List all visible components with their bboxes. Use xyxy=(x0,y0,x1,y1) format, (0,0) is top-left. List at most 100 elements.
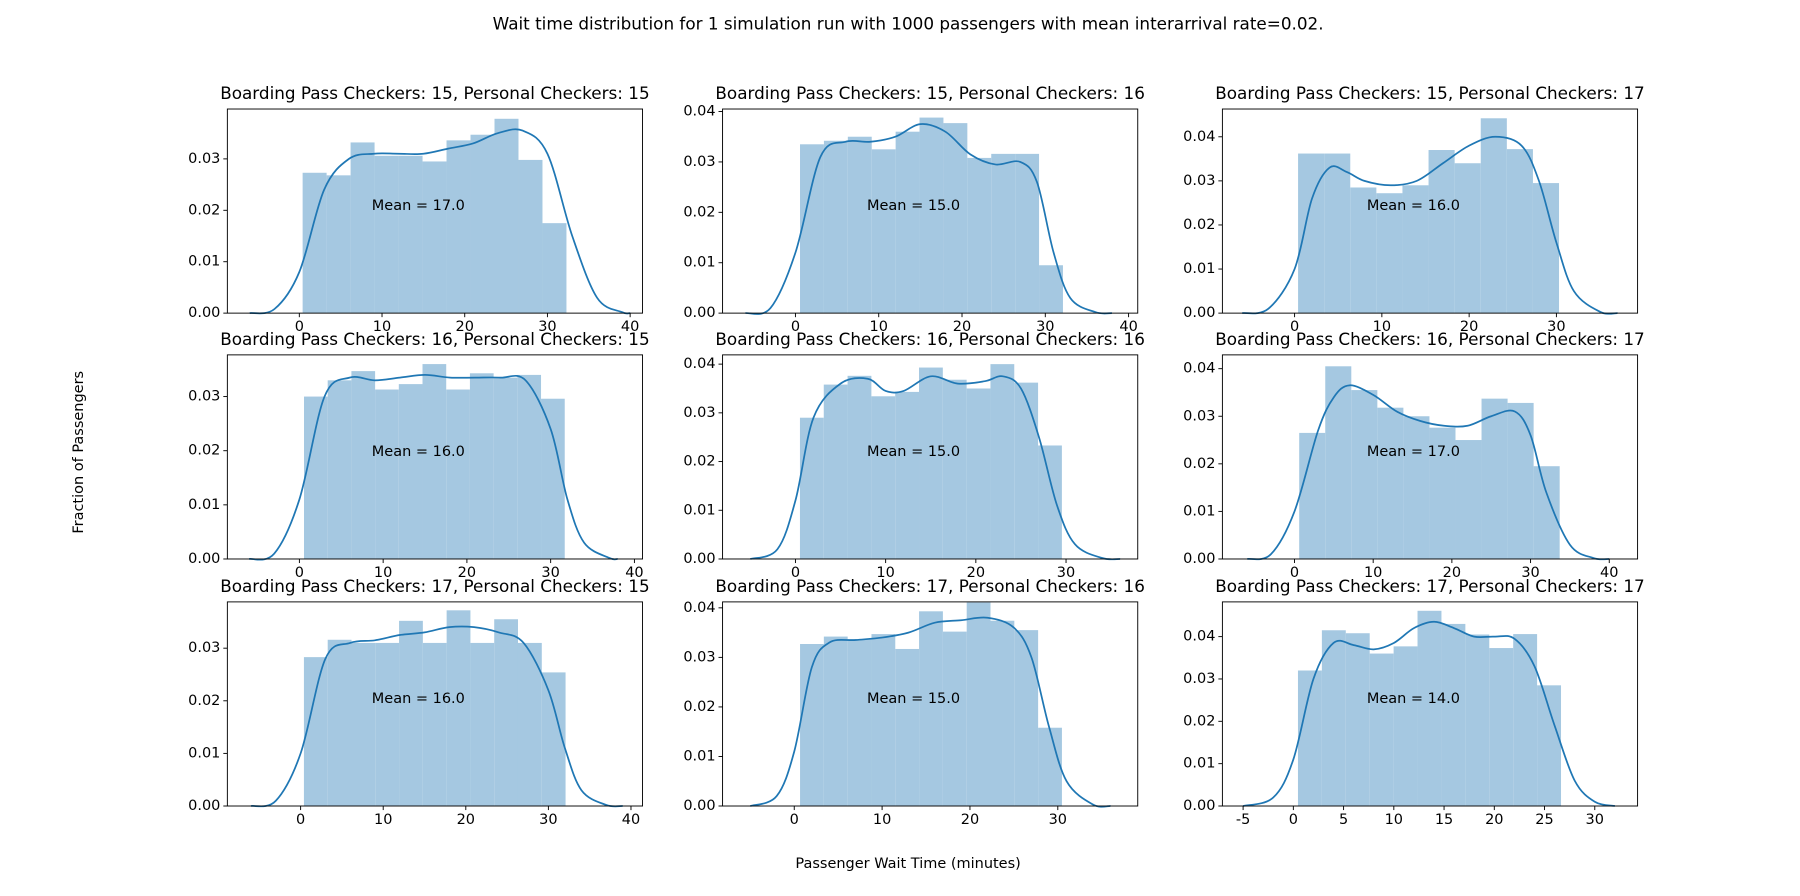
y-tick-label: 0.01 xyxy=(1183,261,1215,277)
y-tick-label: 0.00 xyxy=(1183,551,1215,567)
bar xyxy=(1015,153,1040,314)
x-tick-label: 40 xyxy=(1119,319,1137,335)
bar xyxy=(350,142,375,314)
annotation: Mean = 16.0 xyxy=(372,444,465,460)
subplot-title: Boarding Pass Checkers: 15, Personal Che… xyxy=(715,83,1144,103)
bar xyxy=(919,611,943,807)
bar xyxy=(422,161,447,314)
bar xyxy=(1417,610,1442,807)
y-tick-label: 0.02 xyxy=(1183,713,1215,729)
bar xyxy=(990,364,1015,559)
bar xyxy=(1454,163,1481,314)
x-tick-label: 20 xyxy=(961,812,979,828)
subplot-title: Boarding Pass Checkers: 16, Personal Che… xyxy=(220,329,649,349)
x-tick-label: 40 xyxy=(625,565,643,581)
bar xyxy=(446,389,470,559)
x-tick-label: 10 xyxy=(1364,565,1382,581)
bar xyxy=(1324,153,1351,314)
subplot-title: Boarding Pass Checkers: 15, Personal Che… xyxy=(220,83,649,103)
y-tick-label: 0.03 xyxy=(1183,671,1215,687)
x-tick-label: 25 xyxy=(1535,812,1553,828)
bar xyxy=(967,157,992,314)
y-tick-label: 0.02 xyxy=(188,693,220,709)
x-tick-label: 30 xyxy=(539,812,557,828)
bar xyxy=(493,377,518,559)
x-tick-label: 10 xyxy=(374,812,392,828)
bar xyxy=(470,642,495,807)
kde-line xyxy=(249,128,631,315)
figure-title: Wait time distribution for 1 simulation … xyxy=(493,13,1324,33)
x-tick-label: 30 xyxy=(1521,565,1539,581)
annotation: Mean = 15.0 xyxy=(867,444,960,460)
x-tick-label: 20 xyxy=(457,812,475,828)
y-tick-label: 0.01 xyxy=(1183,503,1215,519)
bar xyxy=(823,636,848,807)
x-tick-label: 20 xyxy=(458,565,476,581)
bar xyxy=(399,620,423,807)
bar xyxy=(446,140,471,314)
annotation: Mean = 17.0 xyxy=(1367,444,1460,460)
x-tick-label: 0 xyxy=(791,565,800,581)
bar xyxy=(1513,634,1538,807)
bar xyxy=(303,396,328,559)
y-tick-label: 0.04 xyxy=(1183,361,1215,377)
y-tick-label: 0.04 xyxy=(683,356,715,372)
annotation: Mean = 15.0 xyxy=(867,198,960,214)
bar xyxy=(517,374,542,559)
bar xyxy=(375,642,400,807)
kde-line xyxy=(1242,620,1616,807)
bar xyxy=(1377,407,1404,559)
bar xyxy=(800,644,824,807)
bar xyxy=(1393,646,1418,807)
x-tick-label: 10 xyxy=(373,319,391,335)
y-tick-label: 0.03 xyxy=(683,405,715,421)
bar xyxy=(1345,633,1370,807)
y-tick-label: 0.03 xyxy=(1183,408,1215,424)
y-tick-label: 0.04 xyxy=(1183,129,1215,145)
y-tick-label: 0.03 xyxy=(188,389,220,405)
y-tick-label: 0.02 xyxy=(1183,456,1215,472)
bar xyxy=(895,648,920,807)
bar xyxy=(517,642,542,807)
bar xyxy=(446,610,471,807)
bar xyxy=(422,642,447,807)
x-tick-label: 20 xyxy=(1460,319,1478,335)
x-tick-label: 20 xyxy=(1485,812,1503,828)
y-tick-label: 0.00 xyxy=(188,551,220,567)
x-tick-label: 40 xyxy=(622,812,640,828)
bar xyxy=(398,155,423,314)
x-tick-label: 0 xyxy=(1289,812,1298,828)
x-tick-label: 20 xyxy=(1443,565,1461,581)
y-tick-label: 0.00 xyxy=(188,798,220,814)
bar xyxy=(1481,398,1508,559)
bar xyxy=(942,379,967,559)
y-tick-label: 0.03 xyxy=(1183,173,1215,189)
y-tick-label: 0.01 xyxy=(683,748,715,764)
bar xyxy=(871,149,896,314)
y-tick-label: 0.04 xyxy=(683,600,715,616)
bar xyxy=(1351,390,1378,559)
bar xyxy=(1403,416,1430,559)
y-tick-label: 0.00 xyxy=(188,305,220,321)
bar xyxy=(1465,634,1490,807)
bar xyxy=(1489,648,1514,807)
bar xyxy=(1350,187,1377,314)
y-tick-label: 0.01 xyxy=(188,745,220,761)
bar xyxy=(1376,193,1403,314)
axes-frame xyxy=(226,354,644,560)
bar xyxy=(1506,149,1533,314)
kde-line xyxy=(250,625,623,808)
bar xyxy=(823,384,848,559)
x-tick-label: 0 xyxy=(295,319,304,335)
y-tick-label: 0.00 xyxy=(683,305,715,321)
bar xyxy=(398,384,423,559)
bar xyxy=(327,639,352,807)
y-tick-label: 0.00 xyxy=(1183,798,1215,814)
bar xyxy=(326,175,351,314)
bar xyxy=(1428,150,1455,314)
x-tick-label: 10 xyxy=(1373,319,1391,335)
axes-frame xyxy=(226,108,644,314)
y-tick-label: 0.00 xyxy=(683,798,715,814)
bar xyxy=(1325,366,1352,559)
